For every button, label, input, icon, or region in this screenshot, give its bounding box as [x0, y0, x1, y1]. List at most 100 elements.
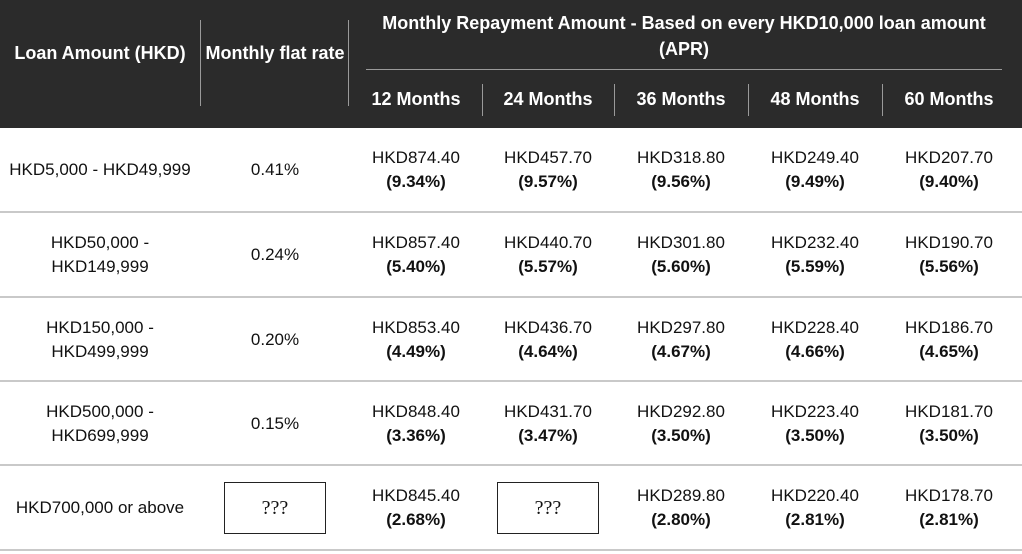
repayment-cell-60: HKD178.70 (2.81%) [882, 466, 1016, 550]
apr-value: (2.81%) [919, 510, 979, 529]
apr-value: (4.67%) [651, 342, 711, 361]
flat-rate-cell: 0.20% [250, 330, 300, 349]
table-row: HKD700,000 or above ??? HKD845.40 (2.68%)… [0, 466, 1022, 550]
repayment-amount: HKD440.70 [504, 233, 592, 252]
repayment-cell-24: ??? [482, 466, 614, 550]
apr-value: (9.56%) [651, 172, 711, 191]
header-loan-amount: Loan Amount (HKD) [14, 43, 186, 63]
flat-rate-cell: ??? [202, 466, 348, 550]
repayment-cell-24: HKD457.70 (9.57%) [482, 128, 614, 212]
repayment-cell-24: HKD436.70 (4.64%) [482, 298, 614, 382]
missing-value-box: ??? [497, 482, 599, 534]
repayment-cell-24: HKD431.70 (3.47%) [482, 382, 614, 466]
repayment-cell-48: HKD220.40 (2.81%) [748, 466, 882, 550]
missing-value-box: ??? [224, 482, 326, 534]
header-divider [882, 84, 883, 116]
repayment-cell-48: HKD223.40 (3.50%) [748, 382, 882, 466]
repayment-amount: HKD457.70 [504, 148, 592, 167]
repayment-amount: HKD186.70 [905, 318, 993, 337]
repayment-cell-12: HKD848.40 (3.36%) [350, 382, 482, 466]
table-row: HKD150,000 - HKD499,999 0.20% HKD853.40 (… [0, 298, 1022, 382]
apr-value: (2.68%) [386, 510, 446, 529]
header-month-36: 36 Months [636, 89, 726, 109]
repayment-amount: HKD178.70 [905, 486, 993, 505]
table-row: HKD5,000 - HKD49,999 0.41% HKD874.40 (9.3… [0, 128, 1022, 212]
repayment-cell-48: HKD249.40 (9.49%) [748, 128, 882, 212]
repayment-amount: HKD848.40 [372, 402, 460, 421]
apr-value: (5.59%) [785, 257, 845, 276]
apr-value: (3.50%) [919, 426, 979, 445]
repayment-amount: HKD845.40 [372, 486, 460, 505]
header-month-48: 48 Months [770, 89, 860, 109]
header-divider [614, 84, 615, 116]
repayment-amount: HKD232.40 [771, 233, 859, 252]
header-subdivider [366, 69, 1002, 70]
row-divider [0, 296, 1022, 298]
repayment-cell-12: HKD853.40 (4.49%) [350, 298, 482, 382]
apr-value: (3.50%) [651, 426, 711, 445]
row-divider [0, 549, 1022, 551]
apr-value: (2.81%) [785, 510, 845, 529]
repayment-cell-36: HKD292.80 (3.50%) [614, 382, 748, 466]
apr-value: (5.57%) [518, 257, 578, 276]
repayment-amount: HKD223.40 [771, 402, 859, 421]
table-header: Loan Amount (HKD) Monthly flat rate Mont… [0, 0, 1022, 128]
loan-amount-cell: HKD150,000 - HKD499,999 [46, 318, 154, 361]
repayment-cell-48: HKD232.40 (5.59%) [748, 213, 882, 297]
header-month-60: 60 Months [904, 89, 994, 109]
repayment-cell-48: HKD228.40 (4.66%) [748, 298, 882, 382]
row-divider [0, 380, 1022, 382]
header-divider [200, 20, 201, 106]
flat-rate-cell: 0.15% [250, 414, 300, 433]
apr-value: (9.34%) [386, 172, 446, 191]
repayment-amount: HKD292.80 [637, 402, 725, 421]
apr-value: (4.65%) [919, 342, 979, 361]
table-row: HKD50,000 - HKD149,999 0.24% HKD857.40 (5… [0, 213, 1022, 297]
apr-value: (5.56%) [919, 257, 979, 276]
apr-value: (3.50%) [785, 426, 845, 445]
apr-value: (9.49%) [785, 172, 845, 191]
repayment-amount: HKD249.40 [771, 148, 859, 167]
table-row: HKD500,000 - HKD699,999 0.15% HKD848.40 (… [0, 382, 1022, 466]
apr-value: (4.64%) [518, 342, 578, 361]
repayment-cell-36: HKD297.80 (4.67%) [614, 298, 748, 382]
loan-amount-cell: HKD700,000 or above [15, 498, 185, 517]
repayment-amount: HKD874.40 [372, 148, 460, 167]
header-divider [482, 84, 483, 116]
repayment-cell-12: HKD845.40 (2.68%) [350, 466, 482, 550]
repayment-cell-60: HKD181.70 (3.50%) [882, 382, 1016, 466]
header-monthly-repayment: Monthly Repayment Amount - Based on ever… [382, 13, 986, 59]
repayment-cell-36: HKD318.80 (9.56%) [614, 128, 748, 212]
repayment-amount: HKD181.70 [905, 402, 993, 421]
repayment-amount: HKD436.70 [504, 318, 592, 337]
repayment-cell-12: HKD874.40 (9.34%) [350, 128, 482, 212]
apr-value: (3.47%) [518, 426, 578, 445]
row-divider [0, 464, 1022, 466]
flat-rate-cell: 0.24% [250, 245, 300, 264]
repayment-cell-12: HKD857.40 (5.40%) [350, 213, 482, 297]
repayment-cell-24: HKD440.70 (5.57%) [482, 213, 614, 297]
header-divider [348, 20, 349, 106]
repayment-amount: HKD853.40 [372, 318, 460, 337]
repayment-amount: HKD318.80 [637, 148, 725, 167]
repayment-amount: HKD297.80 [637, 318, 725, 337]
apr-value: (5.40%) [386, 257, 446, 276]
row-divider [0, 211, 1022, 213]
repayment-cell-36: HKD301.80 (5.60%) [614, 213, 748, 297]
repayment-amount: HKD207.70 [905, 148, 993, 167]
repayment-amount: HKD301.80 [637, 233, 725, 252]
repayment-cell-36: HKD289.80 (2.80%) [614, 466, 748, 550]
repayment-cell-60: HKD190.70 (5.56%) [882, 213, 1016, 297]
apr-value: (2.80%) [651, 510, 711, 529]
repayment-amount: HKD431.70 [504, 402, 592, 421]
apr-value: (9.40%) [919, 172, 979, 191]
loan-amount-cell: HKD500,000 - HKD699,999 [46, 402, 154, 445]
repayment-amount: HKD289.80 [637, 486, 725, 505]
apr-value: (4.66%) [785, 342, 845, 361]
repayment-amount: HKD190.70 [905, 233, 993, 252]
repayment-cell-60: HKD207.70 (9.40%) [882, 128, 1016, 212]
repayment-amount: HKD228.40 [771, 318, 859, 337]
flat-rate-cell: 0.41% [250, 160, 300, 179]
header-month-24: 24 Months [503, 89, 593, 109]
